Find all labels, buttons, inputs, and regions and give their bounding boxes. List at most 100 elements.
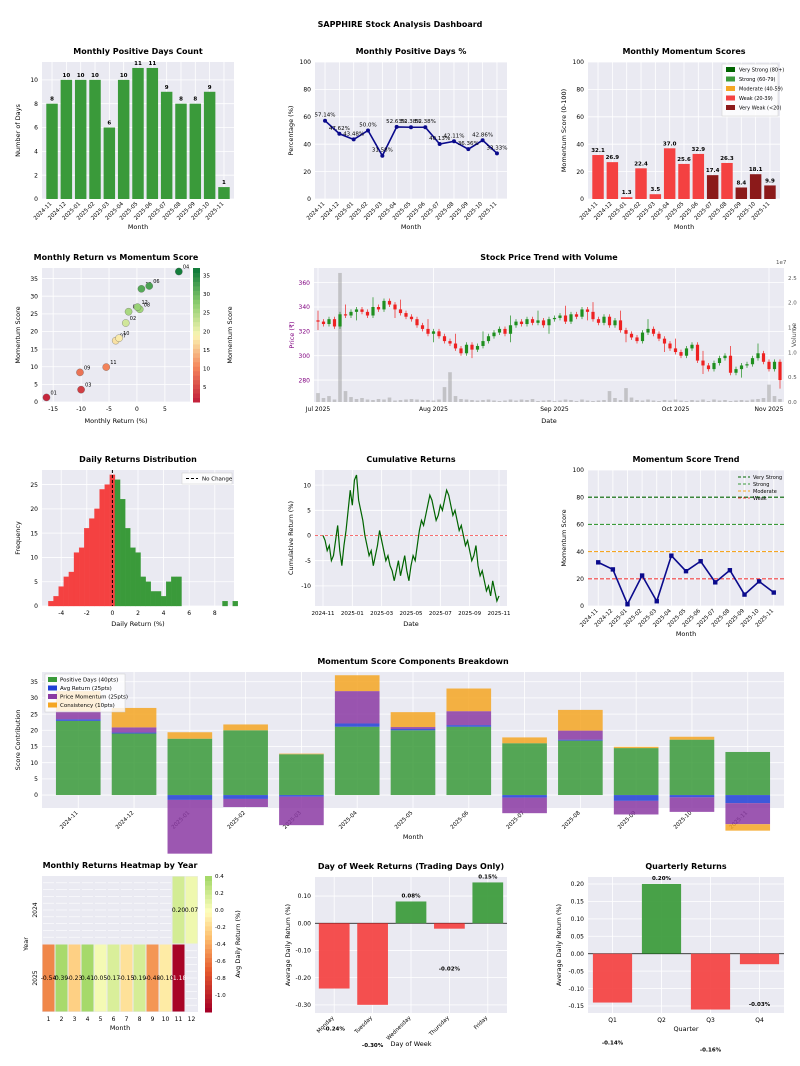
y-tick-label: 0 bbox=[34, 603, 38, 610]
legend-label: Strong bbox=[753, 482, 769, 488]
y-axis-label: Year bbox=[22, 937, 30, 952]
colorbar-tick-label: 5 bbox=[203, 385, 207, 391]
histogram-bin bbox=[68, 571, 75, 607]
bar bbox=[592, 155, 604, 199]
candle-body bbox=[602, 316, 606, 323]
candle-body bbox=[393, 304, 397, 310]
candle-body bbox=[646, 328, 650, 333]
candle-body bbox=[338, 314, 342, 327]
y-tick-label: 35 bbox=[30, 679, 38, 686]
scatter-point bbox=[124, 307, 133, 316]
chart-heatmap: Monthly Returns Heatmap by Year Month Year… bbox=[22, 861, 242, 1032]
volume-bar bbox=[690, 400, 694, 402]
bar-value-label: 11 bbox=[134, 61, 142, 67]
y-tick-label: 5 bbox=[307, 507, 311, 514]
bar-value-label: 10 bbox=[120, 73, 128, 79]
volume-bar bbox=[316, 393, 320, 402]
scatter-point bbox=[76, 368, 84, 377]
y-tick-label: -0.20 bbox=[295, 975, 311, 982]
heatmap-cell bbox=[55, 944, 68, 1012]
y-axis-label: Momentum Score bbox=[560, 509, 568, 566]
candle-body bbox=[475, 345, 480, 350]
volume-bar bbox=[706, 401, 711, 402]
colorbar-tick-label: 15 bbox=[203, 348, 210, 354]
y-tick-label: 2 bbox=[34, 172, 38, 179]
candle-body bbox=[569, 314, 573, 322]
candle-body bbox=[376, 306, 381, 310]
y-axis-label: Average Daily Return (%) bbox=[284, 904, 292, 986]
bar bbox=[635, 168, 647, 199]
colorbar-segment bbox=[205, 993, 212, 999]
y-tick-label: 0.15 bbox=[571, 899, 585, 906]
bar-value-label: 8 bbox=[193, 97, 197, 103]
candle-body bbox=[712, 363, 716, 370]
colorbar-tick-label: 0.4 bbox=[215, 874, 224, 880]
histogram-bin bbox=[53, 596, 59, 607]
bar-value-label: 3.5 bbox=[650, 187, 660, 193]
stacked-segment bbox=[111, 732, 157, 734]
bar-value-label: -0.30% bbox=[362, 1043, 384, 1049]
candle-body bbox=[387, 300, 392, 305]
histogram-bin bbox=[89, 518, 95, 607]
legend-label: Price Momentum (25pts) bbox=[60, 695, 128, 701]
volume-bar bbox=[464, 399, 469, 402]
y-tick-label: 15 bbox=[30, 346, 38, 353]
legend-label: Moderate (40-59) bbox=[739, 87, 783, 93]
histogram-bin bbox=[119, 498, 126, 607]
bar bbox=[678, 163, 690, 199]
y-axis-label: Frequency bbox=[14, 521, 22, 555]
candle-body bbox=[459, 348, 463, 354]
bar-value-label: 32.9 bbox=[692, 147, 706, 153]
stacked-segment bbox=[558, 740, 603, 796]
colorbar-tick-label: 0.0 bbox=[215, 908, 224, 914]
legend-swatch bbox=[48, 677, 57, 682]
x-tick-label: 2024-11 bbox=[59, 810, 79, 830]
bar bbox=[692, 153, 705, 199]
colorbar-segment bbox=[205, 989, 212, 995]
bar bbox=[117, 79, 130, 199]
volume-bar bbox=[415, 399, 419, 402]
colorbar-segment bbox=[205, 980, 212, 986]
momentum-point bbox=[698, 559, 703, 564]
stacked-segment bbox=[111, 727, 157, 733]
x-axis-label: Month bbox=[674, 223, 694, 231]
legend: Very Strong (80+) Strong (60-79) Moderate … bbox=[721, 63, 784, 117]
stacked-segment bbox=[223, 724, 268, 731]
x-tick-label: Aug 2025 bbox=[419, 406, 448, 413]
bar bbox=[721, 162, 733, 199]
y-tick-label: 10 bbox=[303, 482, 311, 489]
y-axis-label: Number of Days bbox=[14, 104, 22, 157]
heatmap-cell bbox=[68, 944, 81, 1012]
scatter-point bbox=[137, 285, 146, 293]
candle-body bbox=[431, 331, 436, 334]
bar bbox=[175, 103, 187, 199]
y-tick-label: -0.15 bbox=[568, 1003, 584, 1010]
scatter-point bbox=[122, 319, 130, 327]
volume-bar bbox=[563, 399, 568, 402]
x-tick-label: 0 bbox=[110, 610, 114, 617]
candle-body bbox=[525, 319, 529, 325]
bar bbox=[395, 901, 427, 924]
colorbar-segment bbox=[205, 930, 212, 936]
volume-bar bbox=[745, 400, 749, 402]
y-tick-label: 360 bbox=[299, 280, 311, 287]
candle-body bbox=[492, 332, 496, 337]
y-tick-label: 0 bbox=[34, 196, 38, 203]
colorbar-segment bbox=[193, 393, 200, 399]
candle-body bbox=[470, 344, 474, 350]
x-tick-label: 7 bbox=[125, 1016, 129, 1023]
histogram-bin bbox=[150, 591, 157, 607]
y-tick-label: -0.30 bbox=[295, 1002, 311, 1009]
candle-body bbox=[772, 361, 777, 370]
chart-title: Monthly Momentum Scores bbox=[622, 47, 745, 56]
volume-bar bbox=[679, 400, 683, 402]
colorbar-segment bbox=[193, 290, 200, 296]
stacked-segment bbox=[167, 738, 213, 796]
candle-body bbox=[635, 337, 639, 342]
legend-label: Avg Return (25pts) bbox=[60, 686, 112, 692]
y-axis-label: Cumulative Return (%) bbox=[287, 501, 295, 575]
point-label: 04 bbox=[183, 265, 189, 271]
candle-body bbox=[519, 321, 524, 325]
scatter-point bbox=[115, 334, 123, 342]
legend: Positive Days (40pts) Avg Return (25pts) P… bbox=[44, 673, 128, 713]
